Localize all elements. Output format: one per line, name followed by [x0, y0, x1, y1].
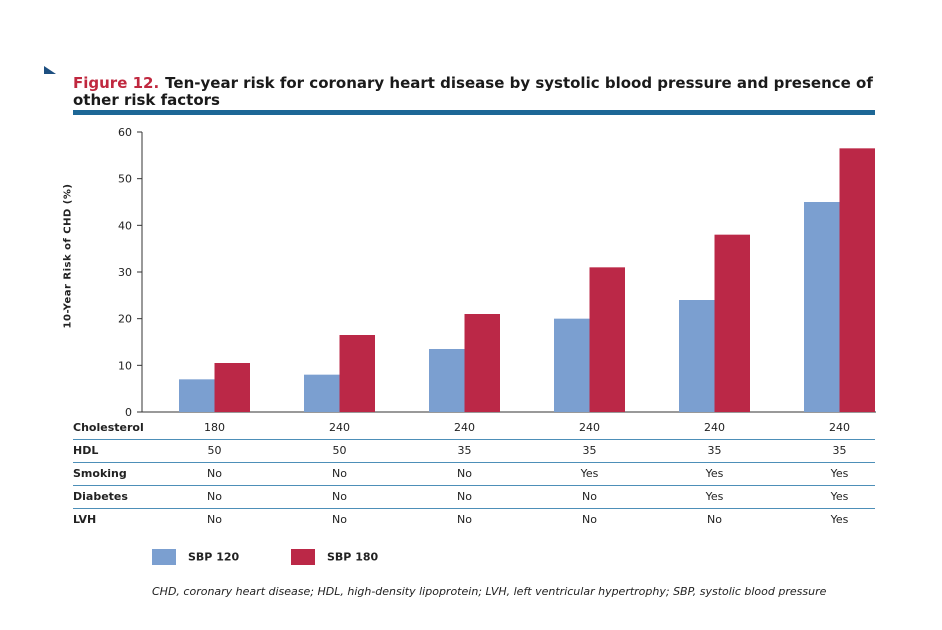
risk-cell: 180 [204, 421, 225, 434]
risk-row-label: Cholesterol [73, 421, 144, 434]
risk-row-lvh: LVH No No No No No Yes [73, 509, 875, 531]
risk-cell: Yes [580, 467, 599, 480]
risk-row-divider [73, 485, 875, 486]
risk-row-smoking: Smoking No No No Yes Yes Yes [73, 463, 875, 485]
title-rule [73, 110, 875, 115]
bar-chart: 0 10 20 30 40 50 60 [118, 126, 876, 419]
bar-sbp120-6 [804, 202, 840, 412]
figure-number: Figure 12. [73, 74, 160, 92]
bar-sbp120-3 [429, 349, 465, 412]
risk-row-label: Diabetes [73, 490, 128, 503]
risk-cell: Yes [830, 467, 849, 480]
risk-cell: No [207, 467, 222, 480]
risk-cell: No [457, 490, 472, 503]
bar-sbp120-1 [179, 379, 215, 412]
y-tick-label: 10 [118, 359, 132, 372]
risk-row-label: Smoking [73, 467, 127, 480]
risk-cell: No [457, 513, 472, 526]
bars [179, 148, 875, 413]
bar-sbp180-4 [589, 267, 625, 412]
y-tick-label: 0 [125, 406, 132, 419]
y-tick-label: 60 [118, 126, 132, 139]
risk-cell: Yes [830, 513, 849, 526]
risk-cell: 35 [582, 444, 597, 457]
risk-row-hdl: HDL 50 50 35 35 35 35 [73, 440, 875, 462]
bar-sbp120-5 [679, 300, 715, 412]
risk-row-cholesterol: Cholesterol 180 240 240 240 240 240 [73, 417, 875, 439]
y-axis-label-text: 10-Year Risk of CHD (%) [62, 183, 74, 329]
y-tick-label: 30 [118, 266, 132, 279]
risk-cell: 35 [707, 444, 722, 457]
risk-cell: No [332, 490, 347, 503]
risk-cell: Yes [830, 490, 849, 503]
y-tick-label: 20 [118, 313, 132, 326]
risk-cell: No [332, 513, 347, 526]
legend-item-sbp180: SBP 180 [291, 549, 378, 565]
legend-swatch [291, 549, 315, 565]
risk-cell: 240 [454, 421, 475, 434]
bar-sbp180-3 [464, 314, 500, 412]
bar-sbp180-6 [839, 148, 875, 413]
risk-cell: No [207, 513, 222, 526]
risk-cell: 50 [332, 444, 347, 457]
risk-cell: No [707, 513, 722, 526]
legend-label: SBP 120 [188, 550, 240, 564]
y-tick-label: 40 [118, 219, 132, 232]
y-axis: 0 10 20 30 40 50 60 [118, 126, 876, 419]
risk-cell: No [582, 513, 597, 526]
legend-label: SBP 180 [327, 550, 379, 564]
risk-cell: 35 [832, 444, 847, 457]
risk-cell: 240 [704, 421, 725, 434]
risk-cell: No [332, 467, 347, 480]
risk-cell: 50 [207, 444, 222, 457]
bar-sbp120-2 [304, 374, 340, 412]
footnote: CHD, coronary heart disease; HDL, high-d… [152, 585, 827, 598]
risk-cell: 35 [457, 444, 472, 457]
risk-row-divider [73, 508, 875, 509]
risk-row-diabetes: Diabetes No No No No Yes Yes [73, 486, 875, 508]
legend-swatch [152, 549, 176, 565]
y-tick-label: 50 [118, 173, 132, 186]
risk-cell: 240 [329, 421, 350, 434]
risk-row-divider [73, 439, 875, 440]
risk-cell: No [207, 490, 222, 503]
risk-cell: No [457, 467, 472, 480]
bar-sbp180-2 [339, 335, 375, 412]
figure-title-text: Ten-year risk for coronary heart disease… [73, 74, 873, 109]
figure-title: Figure 12. Ten-year risk for coronary hea… [73, 75, 873, 109]
legend-item-sbp120: SBP 120 [152, 549, 239, 565]
risk-cell: No [582, 490, 597, 503]
bar-sbp180-5 [714, 234, 750, 412]
risk-row-label: HDL [73, 444, 99, 457]
risk-row-label: LVH [73, 513, 97, 526]
bar-sbp120-4 [554, 318, 590, 412]
bar-sbp180-1 [214, 363, 250, 412]
risk-cell: 240 [579, 421, 600, 434]
risk-cell: Yes [705, 490, 724, 503]
corner-arrow-icon [44, 66, 56, 74]
risk-cell: Yes [705, 467, 724, 480]
risk-cell: 240 [829, 421, 850, 434]
risk-row-divider [73, 462, 875, 463]
